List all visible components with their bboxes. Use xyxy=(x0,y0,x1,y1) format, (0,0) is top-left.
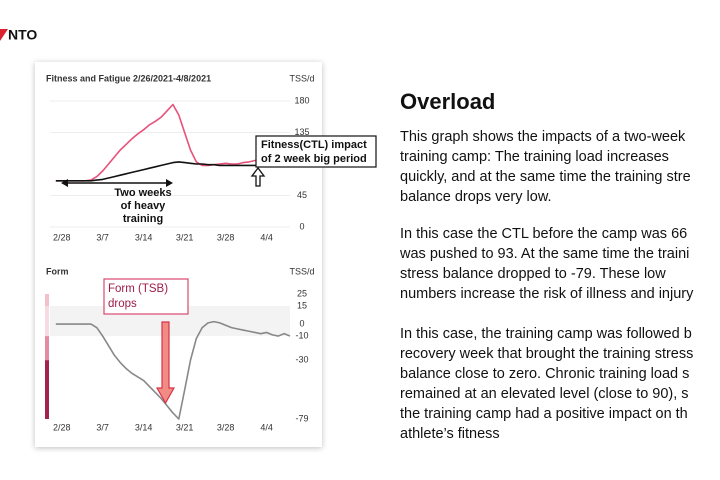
body-line: numbers increase the risk of illness and… xyxy=(400,286,694,302)
x-tick-label: 3/28 xyxy=(217,422,235,432)
x-tick-label: 3/14 xyxy=(135,422,153,432)
body-line: training camp: The training load increas… xyxy=(400,149,669,165)
training-annotation: Two weeks of heavy training xyxy=(61,179,173,225)
annotation-text: Fitness(CTL) impact xyxy=(261,139,367,151)
down-arrow xyxy=(155,321,176,405)
logo-mark xyxy=(0,29,8,41)
y-tick-label: 45 xyxy=(297,190,307,200)
zone-bar xyxy=(45,306,49,325)
y-tick-label: -79 xyxy=(295,413,308,423)
unit-label: TSS/d xyxy=(289,73,314,83)
y-tick-label: 0 xyxy=(299,221,304,231)
x-tick-label: 3/14 xyxy=(135,232,153,242)
x-tick-label: 3/7 xyxy=(96,232,109,242)
body-line: balance drops very low. xyxy=(400,189,552,205)
heading: Overload xyxy=(400,89,495,114)
tsb-annotation: Form (TSB) drops xyxy=(103,278,189,405)
body-line: remained at an elevated level (close to … xyxy=(400,386,689,402)
body-line: balance close to zero. Chronic training … xyxy=(400,366,689,382)
annotation-text: Form (TSB) xyxy=(108,283,168,295)
annotation-text: of 2 week big period xyxy=(261,153,367,165)
body-line: stress balance dropped to -79. These low xyxy=(400,266,666,282)
body-line: In this case, the training camp was foll… xyxy=(400,326,692,342)
x-tick-label: 2/28 xyxy=(53,422,71,432)
up-arrow xyxy=(250,166,266,187)
zone-bar xyxy=(45,360,49,419)
ctl-annotation: Fitness(CTL) impact of 2 week big period xyxy=(250,135,377,187)
annotation-text: training xyxy=(123,213,163,225)
body-line: was pushed to 93. At the same time the t… xyxy=(399,246,689,262)
x-tick-label: 3/7 xyxy=(96,422,109,432)
zone-bar xyxy=(45,336,49,361)
y-tick-label: 25 xyxy=(297,288,307,298)
series-line xyxy=(55,161,290,182)
x-tick-label: 3/21 xyxy=(176,422,194,432)
annotation-box xyxy=(255,135,377,168)
annotation-box xyxy=(103,278,189,315)
x-tick-label: 3/28 xyxy=(217,232,235,242)
y-tick-label: 0 xyxy=(299,318,304,328)
chart-title: Form xyxy=(46,266,69,276)
unit-label: TSS/d xyxy=(289,266,314,276)
series-line xyxy=(55,103,290,182)
arrow-head xyxy=(166,179,173,187)
y-tick-label: 180 xyxy=(294,95,309,105)
y-tick-label: -30 xyxy=(295,354,308,364)
y-tick-label: 135 xyxy=(294,127,309,137)
annotation-text: drops xyxy=(108,298,137,310)
x-tick-label: 4/4 xyxy=(260,232,273,242)
annotation-text: of heavy xyxy=(121,200,167,212)
x-tick-label: 2/28 xyxy=(53,232,71,242)
y-tick-label: -10 xyxy=(295,330,308,340)
chart-title: Fitness and Fatigue 2/26/2021-4/8/2021 xyxy=(46,73,211,83)
chart-card xyxy=(35,62,322,447)
zone-bar xyxy=(45,324,49,337)
article: Overload This graph shows the impacts of… xyxy=(399,89,694,442)
series-line xyxy=(55,320,291,420)
body-line: This graph shows the impacts of a two-we… xyxy=(400,129,686,145)
body-line: quickly, and at the same time the traini… xyxy=(400,169,691,185)
annotation-text: Two weeks xyxy=(114,187,171,199)
logo-text: NTO xyxy=(8,27,37,43)
body-line: In this case the CTL before the camp was… xyxy=(400,226,687,242)
y-tick-label: 15 xyxy=(297,300,307,310)
zone-bar xyxy=(45,294,49,307)
x-tick-label: 4/4 xyxy=(260,422,273,432)
body-line: recovery week that brought the training … xyxy=(400,346,693,362)
x-tick-label: 3/21 xyxy=(176,232,194,242)
fitness-chart: Fitness and Fatigue 2/26/2021-4/8/2021 T… xyxy=(46,73,315,242)
arrow-head xyxy=(61,179,68,187)
body-line: athlete’s fitness xyxy=(400,426,500,442)
body-line: the training camp had a positive impact … xyxy=(400,406,688,422)
